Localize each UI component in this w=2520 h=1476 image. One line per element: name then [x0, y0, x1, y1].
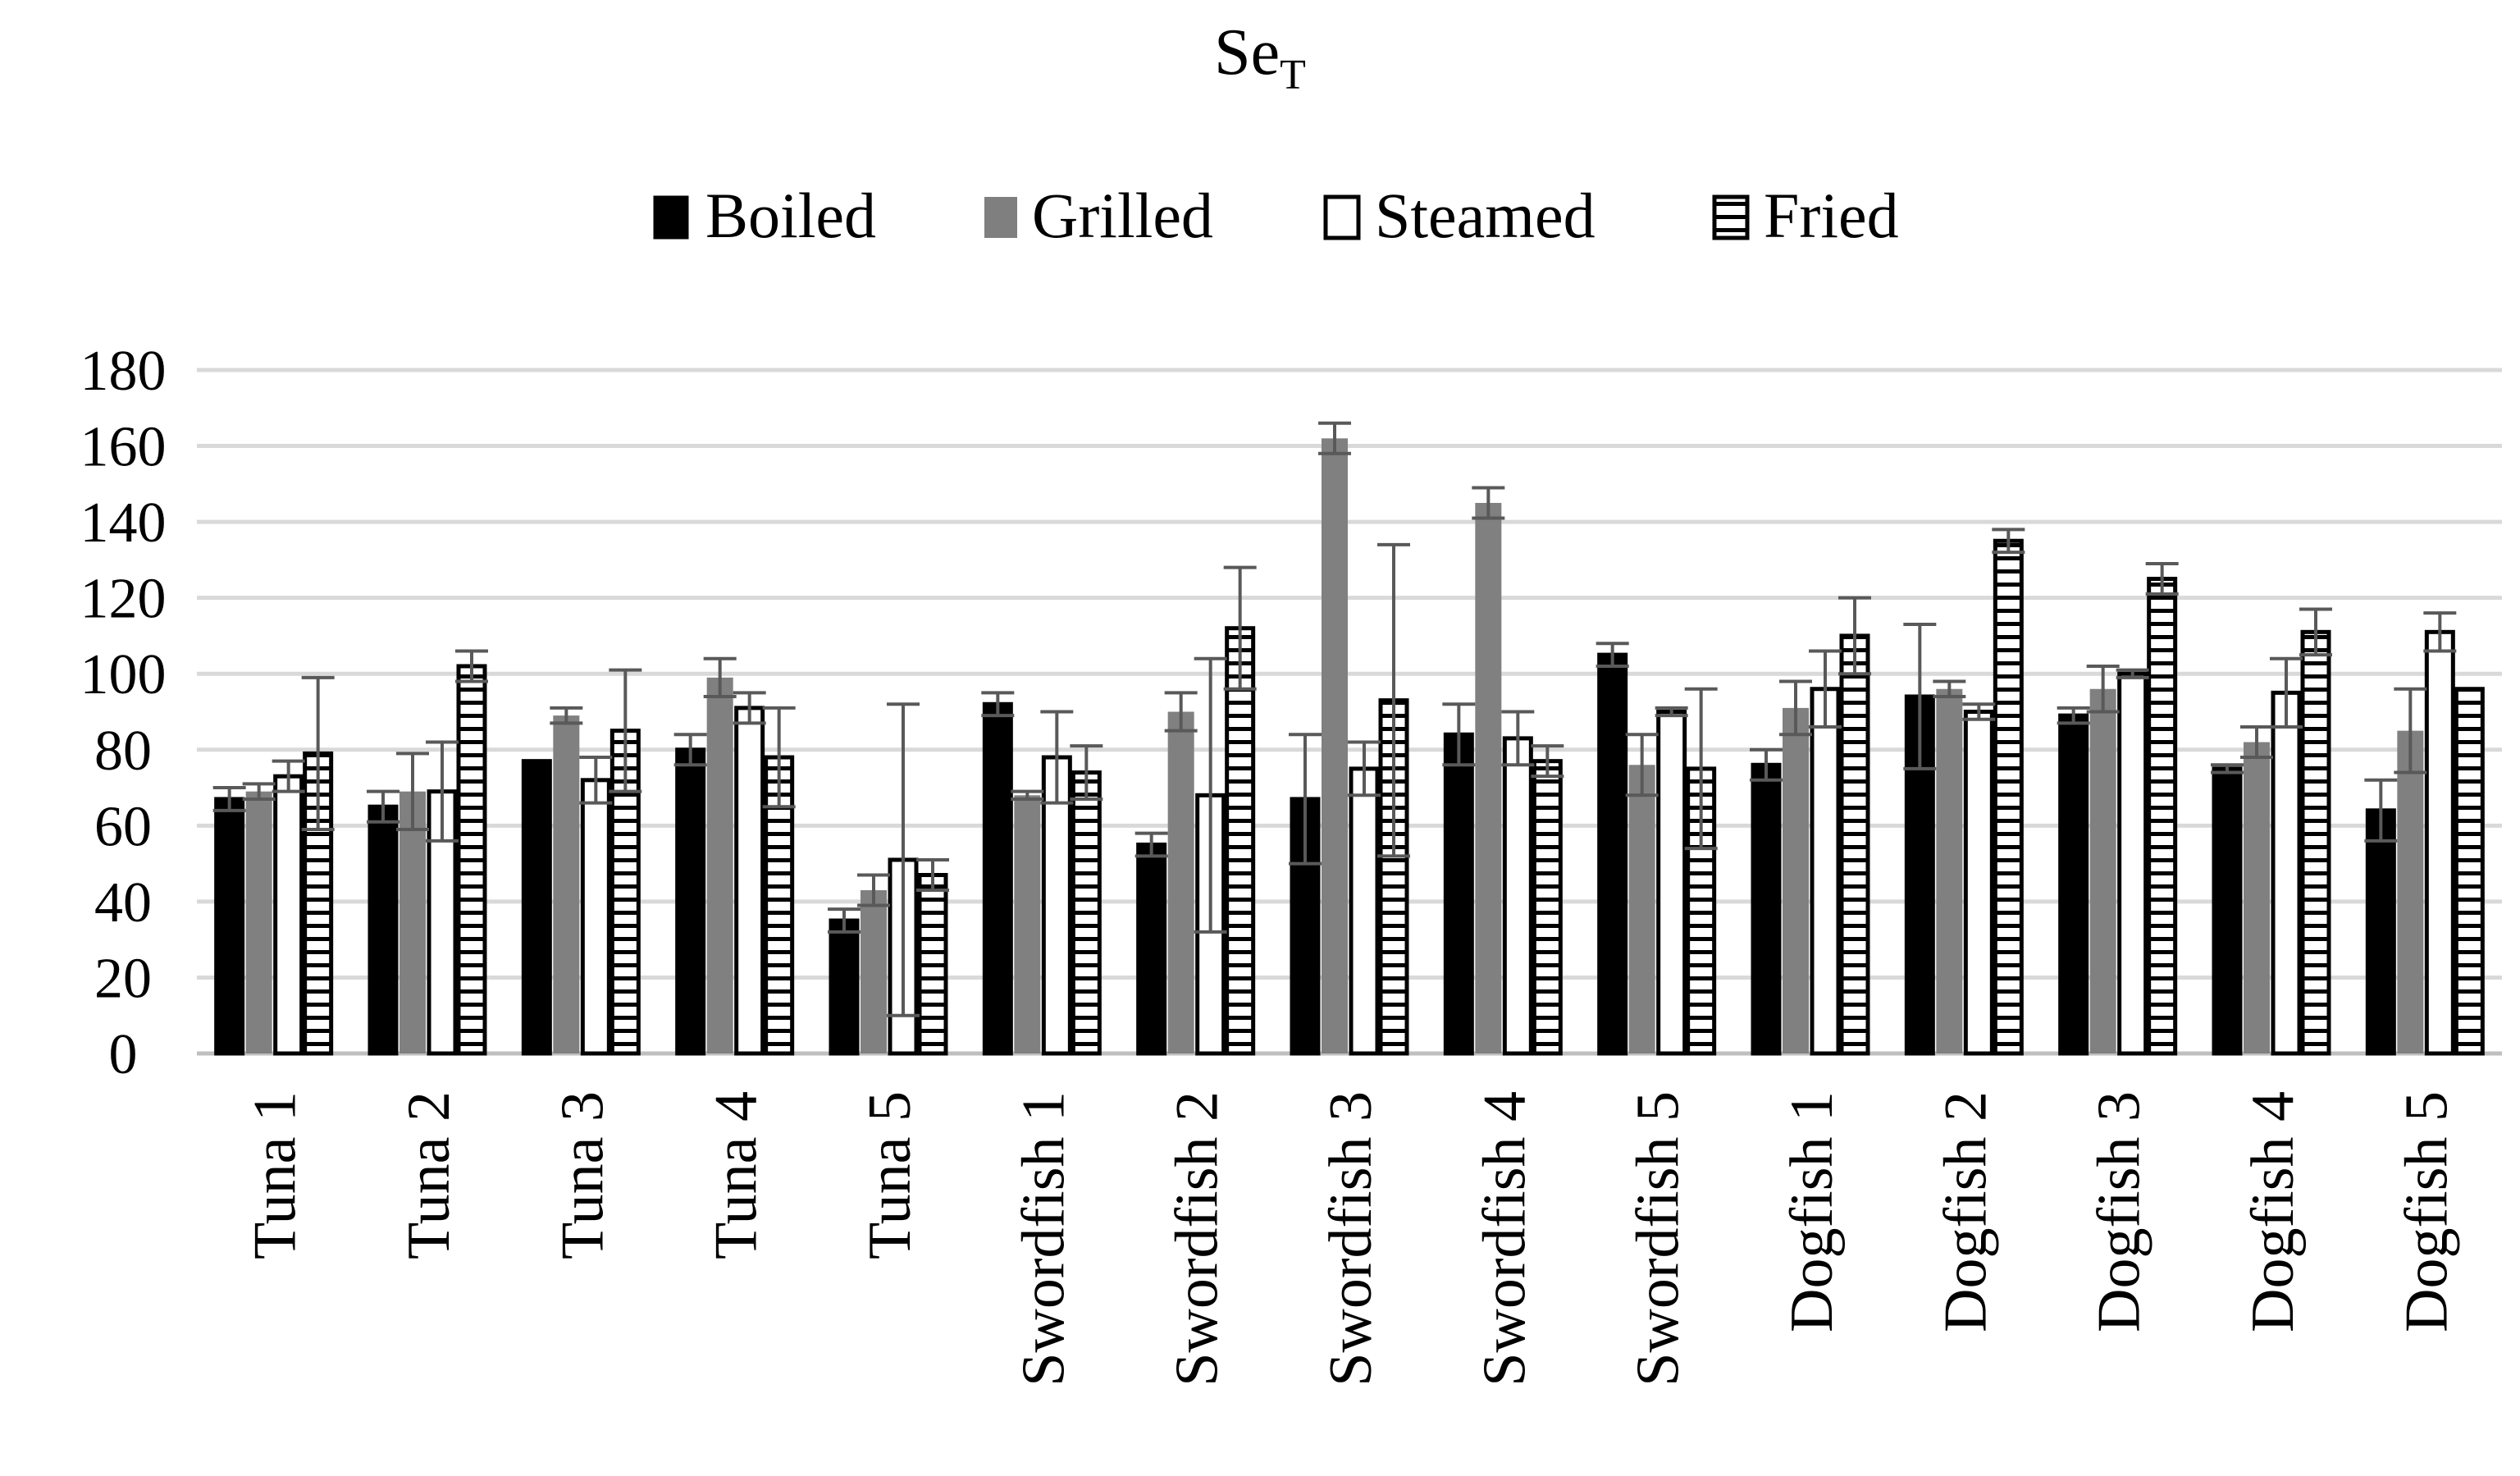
y-tick-label: 80	[94, 720, 152, 783]
bar-boiled	[2365, 808, 2396, 1056]
bar-fried	[1378, 698, 1409, 1056]
bar-steamed	[2117, 671, 2148, 1056]
bar-steamed	[580, 778, 611, 1056]
bar-grilled	[1014, 795, 1041, 1053]
bar-fried	[1993, 538, 2024, 1056]
bar-boiled	[1597, 652, 1628, 1056]
bar-steamed	[273, 774, 304, 1056]
bar-steamed	[1810, 687, 1841, 1056]
bar-grilled	[1322, 438, 1348, 1053]
x-tick-label: Dogfish 4	[2239, 1091, 2307, 1332]
legend-swatch-fried	[1712, 194, 1750, 240]
y-tick-label: 160	[80, 416, 167, 479]
bar-fried	[456, 664, 487, 1056]
x-tick-label: Swordfish 4	[1471, 1091, 1538, 1387]
bar-fried	[2147, 577, 2178, 1056]
y-tick-label: 0	[109, 1023, 138, 1086]
bar-grilled	[1936, 688, 1963, 1053]
bar-fried	[1225, 626, 1256, 1056]
x-tick-label: Tuna 1	[242, 1091, 309, 1259]
bar-grilled	[553, 715, 580, 1053]
x-tick-label: Tuna 4	[703, 1091, 770, 1259]
x-tick-label: Tuna 3	[549, 1091, 616, 1259]
bar-grilled	[399, 791, 426, 1053]
x-tick-label: Dogfish 5	[2393, 1091, 2460, 1332]
y-axis-ticks: 0 20 40 60 80 100 120 140 160 180	[80, 340, 167, 1086]
legend-swatch-boiled	[653, 195, 689, 240]
bar-grilled	[706, 677, 733, 1053]
bar-fried	[1686, 766, 1717, 1056]
x-tick-label: Swordfish 2	[1164, 1091, 1231, 1387]
legend-label-boiled: Boiled	[705, 180, 876, 251]
bar-steamed	[1656, 710, 1687, 1056]
legend-swatch-grilled	[984, 197, 1017, 238]
chart-title-subscript: T	[1280, 52, 1306, 98]
bar-grilled	[2244, 742, 2270, 1053]
bar-grilled	[1167, 711, 1194, 1053]
bar-boiled	[1136, 842, 1167, 1056]
bar-boiled	[675, 747, 706, 1056]
bar-boiled	[2058, 713, 2089, 1056]
x-tick-label: Dogfish 2	[1932, 1091, 1999, 1332]
bar-boiled	[1443, 732, 1474, 1056]
bar-fried	[1071, 770, 1102, 1056]
bar-grilled	[245, 791, 272, 1053]
bar-steamed	[1349, 766, 1380, 1056]
bar-boiled	[521, 759, 552, 1056]
chart-title-main: Se	[1214, 16, 1280, 89]
y-tick-label: 180	[80, 340, 167, 403]
error-bars	[212, 421, 2457, 1017]
x-tick-label: Tuna 2	[395, 1091, 463, 1259]
bar-steamed	[2424, 629, 2455, 1056]
bar-series	[214, 438, 2485, 1056]
legend-label-grilled: Grilled	[1032, 180, 1213, 251]
bar-fried	[2300, 629, 2331, 1056]
x-tick-label: Swordfish 1	[1010, 1091, 1077, 1387]
bar-grilled	[861, 890, 887, 1053]
bar-steamed	[1963, 710, 1994, 1056]
y-tick-label: 100	[80, 643, 167, 706]
x-tick-label: Dogfish 1	[1778, 1091, 1846, 1332]
bar-grilled	[2397, 730, 2424, 1053]
x-tick-label: Tuna 5	[856, 1091, 924, 1259]
x-tick-label: Dogfish 3	[2086, 1091, 2153, 1332]
chart-title: SeT	[1214, 16, 1306, 98]
bar-grilled	[1628, 765, 1655, 1053]
y-tick-label: 60	[94, 795, 152, 858]
bar-grilled	[1783, 707, 1809, 1053]
bar-steamed	[1502, 736, 1533, 1056]
bar-boiled	[2212, 766, 2243, 1056]
bar-boiled	[829, 918, 860, 1056]
bar-grilled	[1475, 502, 1502, 1053]
x-axis-ticks: Tuna 1 Tuna 2 Tuna 3 Tuna 4 Tuna 5 Swordfish …	[242, 1091, 2461, 1387]
bar-grilled	[2089, 688, 2116, 1053]
legend-swatch-steamed	[1323, 194, 1361, 240]
bar-fried	[1839, 633, 1870, 1056]
bar-steamed	[1041, 755, 1072, 1056]
y-tick-label: 40	[94, 871, 152, 934]
legend-label-fried: Fried	[1764, 180, 1899, 251]
bar-boiled	[1751, 762, 1782, 1056]
legend-label-steamed: Steamed	[1375, 180, 1596, 251]
bar-steamed	[2271, 690, 2302, 1056]
y-tick-label: 120	[80, 568, 167, 631]
bar-fried	[917, 872, 948, 1056]
bar-fried	[2454, 687, 2485, 1056]
bar-boiled	[214, 797, 245, 1056]
x-tick-label: Swordfish 5	[1625, 1091, 1692, 1387]
bar-fried	[1532, 759, 1563, 1056]
y-tick-label: 20	[94, 947, 152, 1010]
legend: Boiled Grilled Steamed Fried	[653, 180, 1899, 251]
bar-boiled	[368, 804, 399, 1056]
y-tick-label: 140	[80, 491, 167, 555]
bar-boiled	[982, 701, 1013, 1056]
x-tick-label: Swordfish 3	[1317, 1091, 1385, 1387]
bar-steamed	[734, 706, 765, 1056]
